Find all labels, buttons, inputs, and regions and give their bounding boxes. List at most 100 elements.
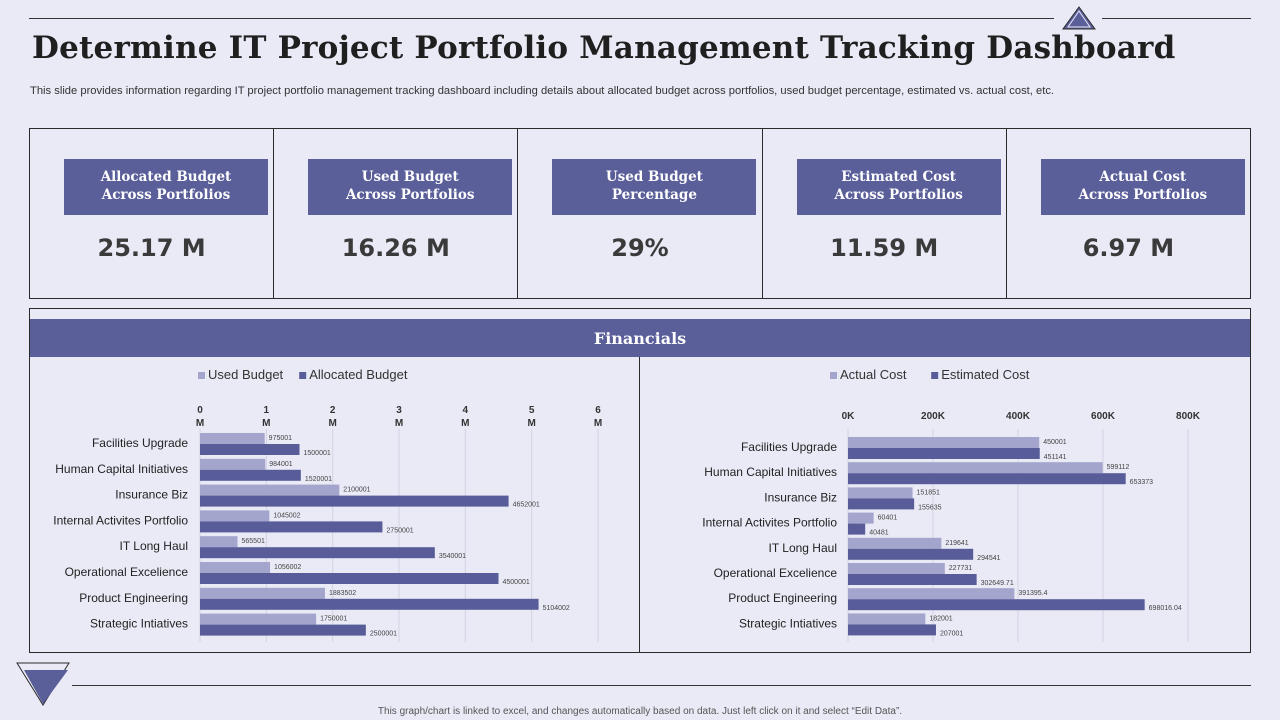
tick-label: 600K — [1091, 411, 1116, 422]
kpi-label: Estimated Cost Across Portfolios — [796, 159, 1001, 215]
bar-actual-cost — [848, 437, 1040, 448]
data-label: 3540001 — [439, 553, 466, 560]
category-label: Internal Activites Portfolio — [702, 516, 837, 530]
data-label: 227731 — [949, 565, 972, 572]
category-label: IT Long Haul — [120, 539, 189, 553]
bar-estimated-cost — [848, 448, 1040, 459]
data-label: 302649.71 — [981, 580, 1014, 587]
legend-swatch — [299, 372, 307, 379]
bar-used-budget — [200, 510, 270, 522]
data-label: 155635 — [918, 504, 941, 511]
page-title: Determine IT Project Portfolio Managemen… — [32, 30, 1176, 66]
data-label: 4652001 — [513, 502, 540, 509]
bar-used-budget — [200, 536, 238, 548]
category-label: Insurance Biz — [115, 488, 188, 502]
category-label: Facilities Upgrade — [92, 436, 188, 450]
data-label: 565501 — [242, 538, 265, 545]
bar-allocated-budget — [200, 573, 499, 584]
bottom-rule — [72, 685, 1251, 686]
bar-used-budget — [200, 433, 265, 444]
tick-label: M — [196, 418, 204, 429]
kpi-label: Actual Cost Across Portfolios — [1040, 159, 1245, 215]
bar-estimated-cost — [848, 574, 977, 585]
data-label: 653373 — [1130, 479, 1153, 486]
category-label: Human Capital Initiatives — [55, 462, 188, 476]
bar-used-budget — [200, 613, 317, 625]
kpi-value: 11.59 M — [830, 234, 939, 262]
data-label: 2750001 — [386, 527, 413, 534]
bar-actual-cost — [848, 487, 913, 499]
data-label: 450001 — [1043, 439, 1066, 446]
kpi-value: 16.26 M — [341, 234, 450, 262]
footnote: This graph/chart is linked to excel, and… — [377, 706, 903, 717]
tick-label: M — [527, 418, 535, 429]
data-label: 1500001 — [304, 450, 331, 457]
tick-label: 3 — [396, 405, 402, 416]
data-label: 698016.04 — [1149, 605, 1182, 612]
data-label: 40481 — [869, 530, 889, 537]
category-label: Insurance Biz — [764, 490, 837, 504]
tick-label: M — [395, 418, 403, 429]
category-label: Operational Excelience — [65, 565, 189, 579]
kpi-value: 25.17 M — [97, 234, 206, 262]
kpi-label: Used Budget Percentage — [552, 159, 757, 215]
legend-label: Actual Cost — [840, 367, 907, 382]
category-label: Product Engineering — [728, 591, 837, 605]
data-label: 151851 — [917, 489, 940, 496]
data-label: 4500001 — [503, 579, 530, 586]
triangle-logo-icon — [1062, 6, 1096, 30]
data-label: 391395.4 — [1018, 590, 1047, 597]
top-rule-left — [29, 18, 1054, 19]
legend-label: Estimated Cost — [941, 367, 1030, 382]
bar-actual-cost — [848, 462, 1103, 474]
tick-label: M — [328, 418, 336, 429]
financials-panel: Financials — [29, 308, 1251, 653]
tick-label: M — [461, 418, 469, 429]
data-label: 451141 — [1044, 454, 1067, 461]
tick-label: M — [262, 418, 270, 429]
kpi-card-allocated-budget: Allocated Budget Across Portfolios 25.17… — [30, 129, 275, 298]
data-label: 1750001 — [320, 616, 347, 623]
bar-allocated-budget — [200, 624, 366, 636]
data-label: 182001 — [929, 615, 952, 622]
bar-estimated-cost — [848, 599, 1145, 611]
legend-label: Allocated Budget — [309, 367, 408, 382]
bar-actual-cost — [848, 588, 1015, 600]
kpi-card-used-budget-percentage: Used Budget Percentage 29% — [518, 129, 763, 298]
bar-allocated-budget — [200, 547, 435, 559]
legend-label: Used Budget — [208, 367, 284, 382]
data-label: 975001 — [269, 435, 292, 442]
data-label: 2500001 — [370, 631, 397, 638]
bar-allocated-budget — [200, 598, 539, 610]
tick-label: 6 — [595, 405, 601, 416]
data-label: 294541 — [977, 555, 1000, 562]
tick-label: 4 — [463, 405, 469, 416]
category-label: Strategic Intiatives — [739, 616, 837, 630]
legend-swatch — [198, 372, 205, 379]
bar-actual-cost — [848, 563, 945, 574]
category-label: Strategic Intiatives — [90, 617, 188, 631]
bar-actual-cost — [848, 613, 926, 625]
category-label: Human Capital Initiatives — [704, 465, 837, 479]
data-label: 1883502 — [329, 590, 356, 597]
data-label: 207001 — [940, 630, 963, 637]
tick-label: 5 — [529, 405, 535, 416]
page-subtitle: This slide provides information regardin… — [30, 85, 1055, 97]
financials-header: Financials — [30, 319, 1250, 357]
kpi-card-estimated-cost: Estimated Cost Across Portfolios 11.59 M — [763, 129, 1007, 298]
kpi-card-used-budget: Used Budget Across Portfolios 16.26 M — [274, 129, 519, 298]
category-label: Internal Activites Portfolio — [53, 513, 188, 527]
tick-label: 0 — [197, 405, 203, 416]
inverted-triangle-icon — [16, 662, 70, 706]
tick-label: 400K — [1006, 411, 1031, 422]
data-label: 60401 — [878, 515, 898, 522]
kpi-card-actual-cost: Actual Cost Across Portfolios 6.97 M — [1007, 129, 1250, 298]
category-label: IT Long Haul — [769, 541, 838, 555]
kpi-value: 6.97 M — [1082, 234, 1175, 262]
kpi-row: Allocated Budget Across Portfolios 25.17… — [29, 128, 1251, 299]
tick-label: M — [594, 418, 602, 429]
bar-actual-cost — [848, 512, 874, 524]
tick-label: 200K — [921, 411, 946, 422]
bar-allocated-budget — [200, 495, 509, 507]
bar-estimated-cost — [848, 624, 936, 636]
